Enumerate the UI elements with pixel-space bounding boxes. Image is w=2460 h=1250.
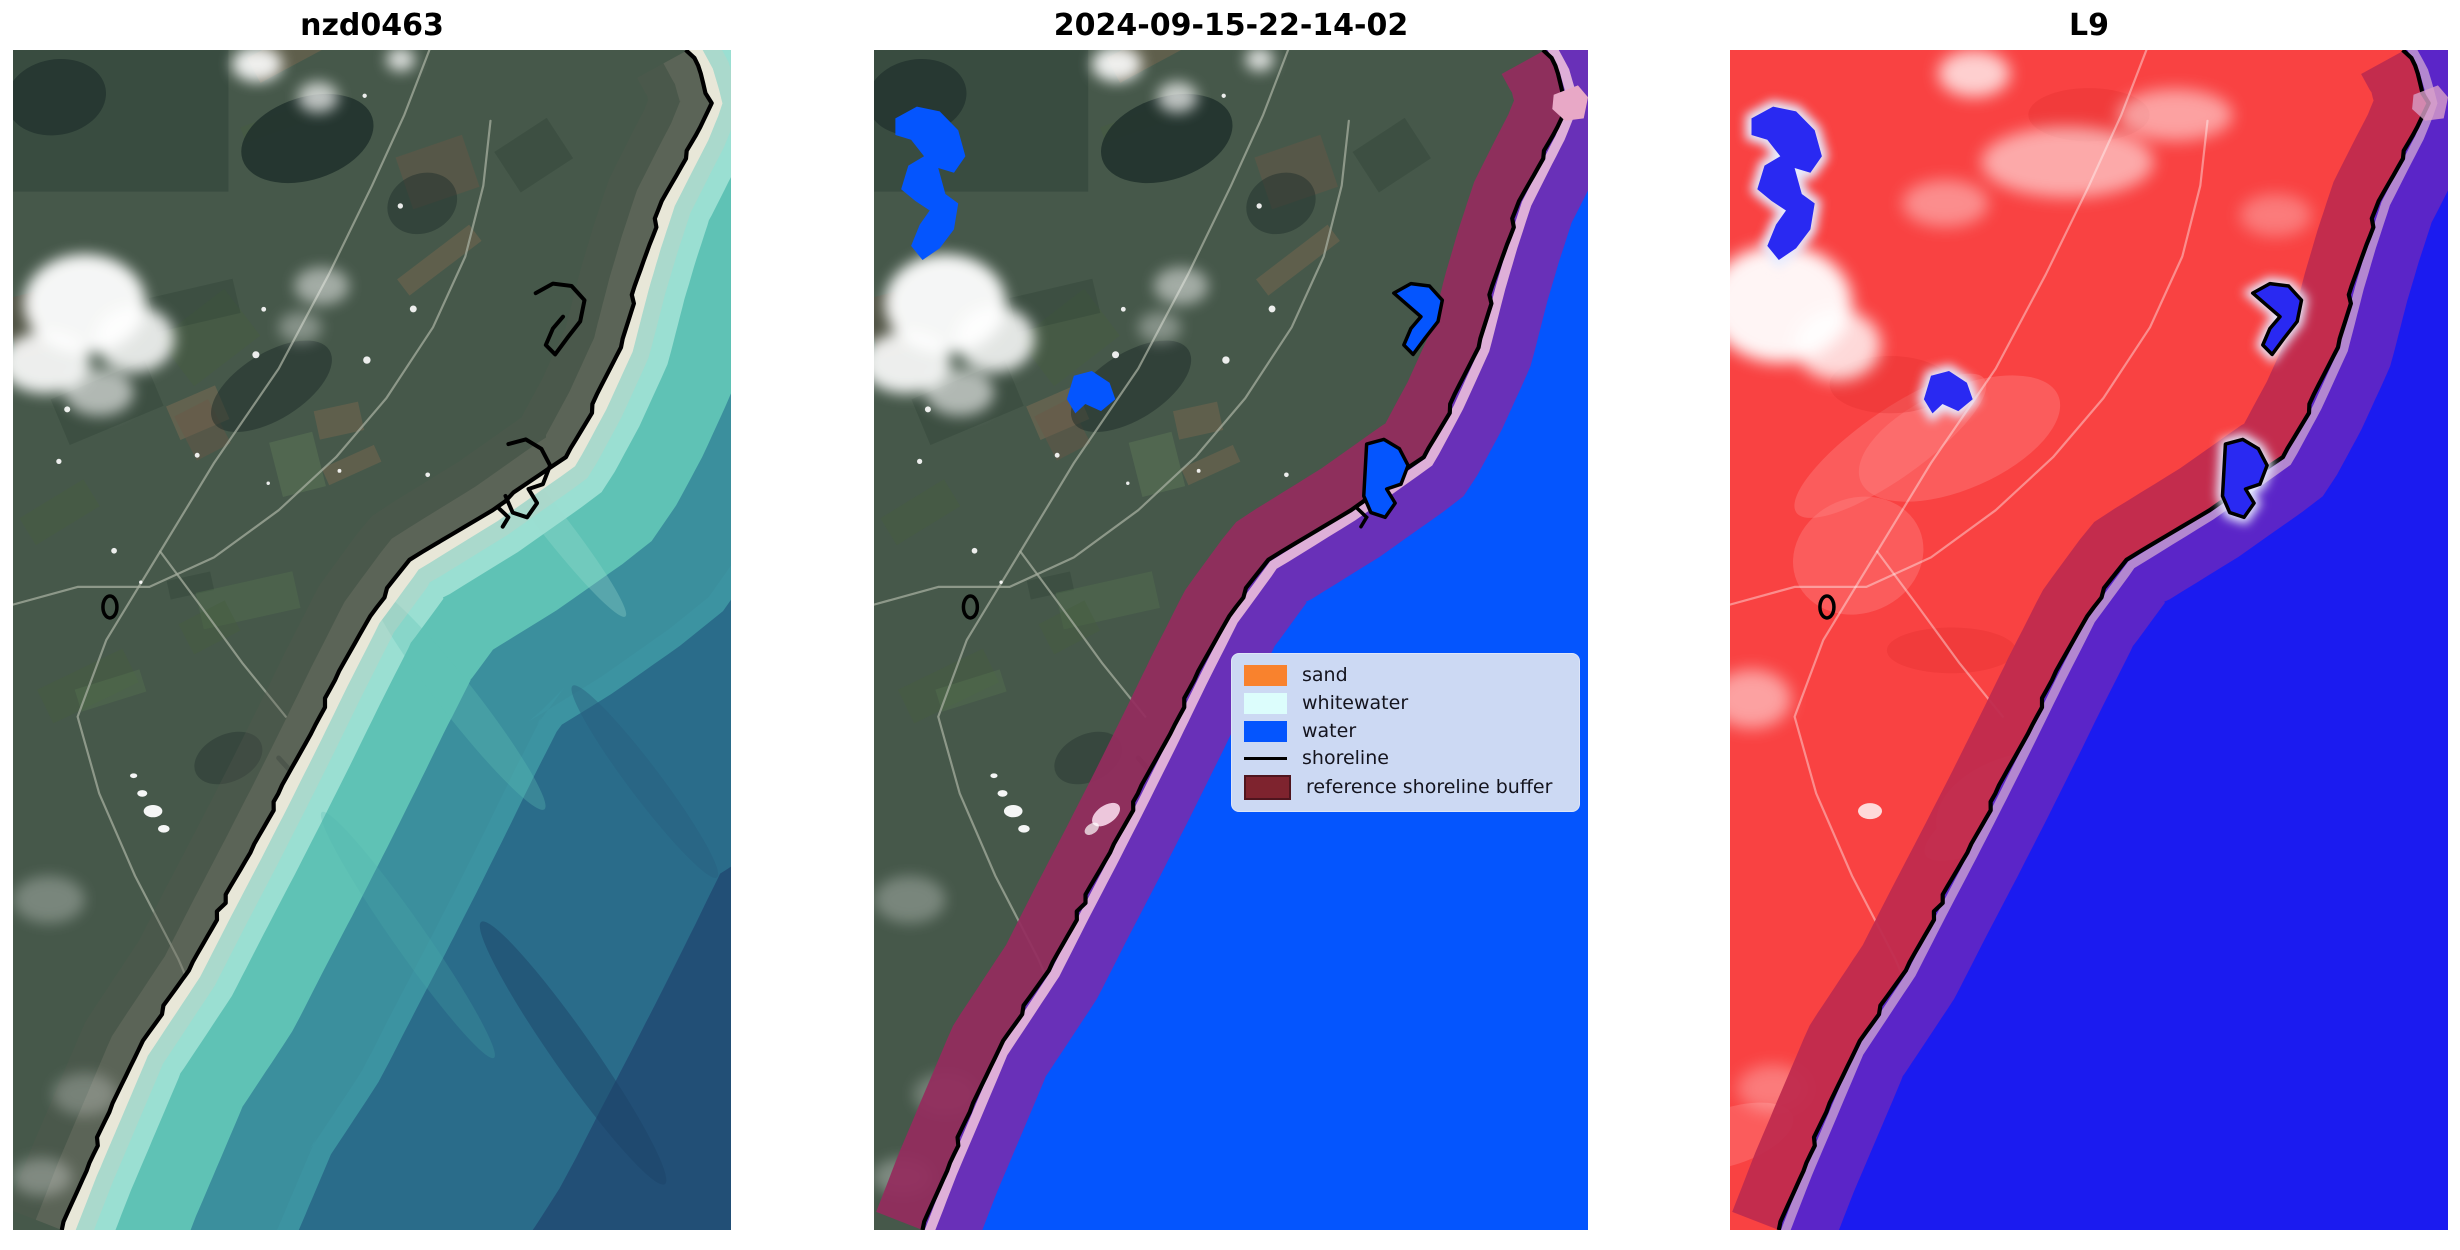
whitewater-blob: [1084, 802, 1121, 835]
satellite-image-false-color: [1730, 50, 2448, 1230]
building-dots: [917, 93, 1289, 584]
panel-true-color-image: [13, 50, 731, 1230]
reference-shoreline-buffer: [1732, 50, 2448, 1230]
cloud-layer: [874, 50, 1274, 1196]
reference-shoreline-buffer: [876, 50, 1588, 1230]
small-lagoon-loop: [1818, 594, 1836, 620]
lake-overlays: [1751, 106, 2304, 520]
shoreline-path: [920, 50, 1571, 1230]
legend: sand whitewater water shoreline reference sh…: [1231, 652, 1581, 813]
legend-swatch-water: [1244, 721, 1287, 743]
shoreline-path: [59, 50, 714, 1230]
legend-label-whitewater: whitewater: [1302, 692, 1409, 715]
cloud-layer: [13, 50, 416, 1196]
panel-title-left: nzd0463: [300, 8, 444, 43]
ocean-layer: [61, 50, 731, 1230]
building-dots: [56, 93, 431, 584]
town-cluster: [130, 773, 170, 833]
small-lagoon-loop: [101, 594, 119, 620]
satellite-image-classified: [874, 50, 1588, 1230]
legend-swatch-sand: [1244, 665, 1287, 687]
legend-label-water: water: [1302, 720, 1357, 743]
sand-detection-patch: [2412, 85, 2448, 121]
lake-overlays: [895, 106, 1445, 529]
panel-false-color-image: [1730, 50, 2448, 1230]
legend-item-shoreline: shoreline: [1244, 746, 1567, 769]
legend-label-shoreline: shoreline: [1302, 746, 1389, 769]
lagoon-outlines: [496, 281, 587, 529]
legend-item-water: water: [1244, 720, 1567, 743]
legend-swatch-whitewater: [1244, 693, 1287, 715]
town-patch: [1858, 803, 1883, 820]
legend-swatch-reference-shoreline-buffer: [1244, 774, 1291, 800]
legend-label-reference-shoreline-buffer: reference shoreline buffer: [1306, 775, 1553, 798]
legend-label-sand: sand: [1302, 664, 1348, 687]
town-cluster: [990, 773, 1030, 833]
legend-item-reference-shoreline-buffer: reference shoreline buffer: [1244, 774, 1567, 800]
legend-item-whitewater: whitewater: [1244, 692, 1567, 715]
panel-title-middle: 2024-09-15-22-14-02: [1053, 8, 1409, 43]
panel-title-right: L9: [2069, 8, 2109, 43]
satellite-image-true-color: [13, 50, 731, 1230]
legend-line-swatch-shoreline: [1244, 756, 1287, 760]
sand-detection-patch: [1552, 85, 1588, 121]
panel-classified-image: sand whitewater water shoreline reference sh…: [874, 50, 1588, 1230]
legend-item-sand: sand: [1244, 664, 1567, 687]
small-lagoon-loop: [961, 594, 980, 620]
shoreline-path: [1776, 50, 2431, 1230]
